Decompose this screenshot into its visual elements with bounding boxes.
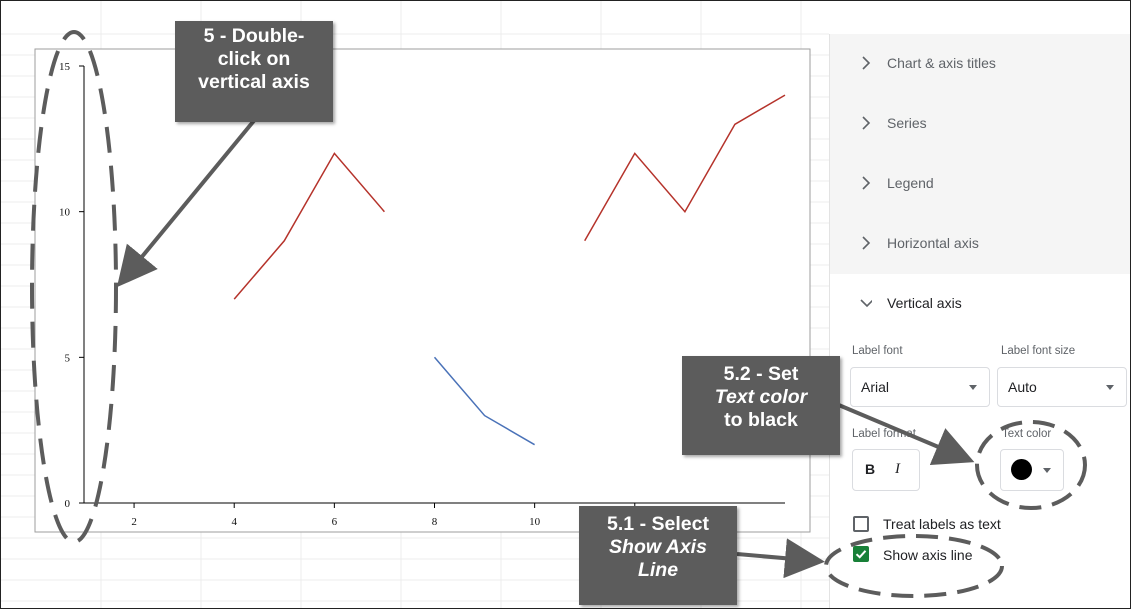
callout-step-5-line: 5 - Double- bbox=[203, 25, 305, 47]
callout-step-5-2-line: to black bbox=[724, 409, 798, 431]
label-font-caption: Label font bbox=[852, 345, 903, 357]
y-tick-label: 15 bbox=[59, 61, 71, 73]
series-1-line bbox=[433, 356, 535, 446]
section-vertical-axis[interactable]: Vertical axis bbox=[830, 274, 1130, 335]
chart-editor-panel: Chart & axis titles Series Legend Horizonta… bbox=[829, 34, 1130, 608]
italic-button[interactable]: I bbox=[895, 461, 900, 477]
series-2-line bbox=[584, 94, 786, 242]
series-2-line bbox=[233, 152, 385, 300]
label-format-group: B I bbox=[852, 449, 920, 491]
chevron-down-icon bbox=[1043, 468, 1051, 473]
section-label: Legend bbox=[887, 175, 934, 191]
treat-labels-label: Treat labels as text bbox=[883, 516, 1001, 532]
x-tick-label: 10 bbox=[529, 516, 541, 528]
callout-step-5: 5 - Double- click on vertical axis bbox=[175, 21, 333, 122]
callout-step-5-2: 5.2 - Set Text color to black bbox=[682, 356, 840, 455]
section-series[interactable]: Series bbox=[830, 94, 1130, 155]
label-font-size-dropdown[interactable]: Auto bbox=[997, 367, 1127, 407]
checkmark-icon bbox=[855, 550, 867, 559]
y-tick-label: 5 bbox=[65, 352, 71, 364]
chevron-down-icon bbox=[860, 299, 872, 308]
section-label: Vertical axis bbox=[887, 295, 962, 311]
section-horizontal-axis[interactable]: Horizontal axis bbox=[830, 214, 1130, 275]
section-label: Chart & axis titles bbox=[887, 55, 996, 71]
callout-step-5-2-line: 5.2 - Set bbox=[723, 363, 799, 385]
label-format-caption: Label format bbox=[852, 428, 916, 440]
y-tick-label: 0 bbox=[65, 498, 71, 510]
text-color-picker[interactable] bbox=[1000, 449, 1064, 491]
callout-step-5-1: 5.1 - Select Show Axis Line bbox=[579, 506, 737, 605]
section-legend[interactable]: Legend bbox=[830, 154, 1130, 215]
callout-step-5-1-line: Line bbox=[637, 559, 679, 581]
chevron-down-icon bbox=[1106, 385, 1114, 390]
label-font-value: Arial bbox=[861, 379, 890, 395]
x-tick-label: 2 bbox=[131, 516, 137, 528]
callout-step-5-1-line: 5.1 - Select bbox=[607, 513, 709, 535]
callout-step-5-2-line: Text color bbox=[714, 386, 808, 408]
chevron-right-icon bbox=[862, 176, 871, 190]
section-chart-axis-titles[interactable]: Chart & axis titles bbox=[830, 34, 1130, 95]
chevron-right-icon bbox=[862, 116, 871, 130]
section-label: Series bbox=[887, 115, 927, 131]
label-font-size-caption: Label font size bbox=[1001, 345, 1076, 357]
chart-area bbox=[34, 48, 811, 533]
callout-step-5-1-line: Show Axis bbox=[609, 536, 707, 558]
x-tick-label: 6 bbox=[332, 516, 338, 528]
x-tick-label: 4 bbox=[231, 516, 237, 528]
callout-step-5-line: click on bbox=[217, 48, 291, 70]
callout-step-5-line: vertical axis bbox=[198, 71, 310, 93]
label-font-size-value: Auto bbox=[1008, 379, 1037, 395]
text-color-caption: Text color bbox=[1002, 428, 1052, 440]
show-axis-line-label: Show axis line bbox=[883, 547, 973, 563]
section-label: Horizontal axis bbox=[887, 235, 979, 251]
chevron-down-icon bbox=[969, 385, 977, 390]
label-font-dropdown[interactable]: Arial bbox=[850, 367, 990, 407]
x-tick-label: 8 bbox=[432, 516, 438, 528]
bold-button[interactable]: B bbox=[865, 461, 876, 477]
color-swatch-icon bbox=[1011, 459, 1032, 480]
show-axis-line-checkbox[interactable] bbox=[853, 546, 869, 562]
chevron-right-icon bbox=[862, 236, 871, 250]
y-tick-label: 10 bbox=[59, 207, 71, 219]
treat-labels-checkbox[interactable] bbox=[853, 516, 869, 532]
chevron-right-icon bbox=[862, 56, 871, 70]
